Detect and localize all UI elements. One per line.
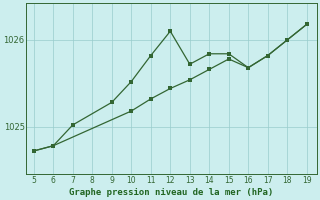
X-axis label: Graphe pression niveau de la mer (hPa): Graphe pression niveau de la mer (hPa) bbox=[69, 188, 273, 197]
